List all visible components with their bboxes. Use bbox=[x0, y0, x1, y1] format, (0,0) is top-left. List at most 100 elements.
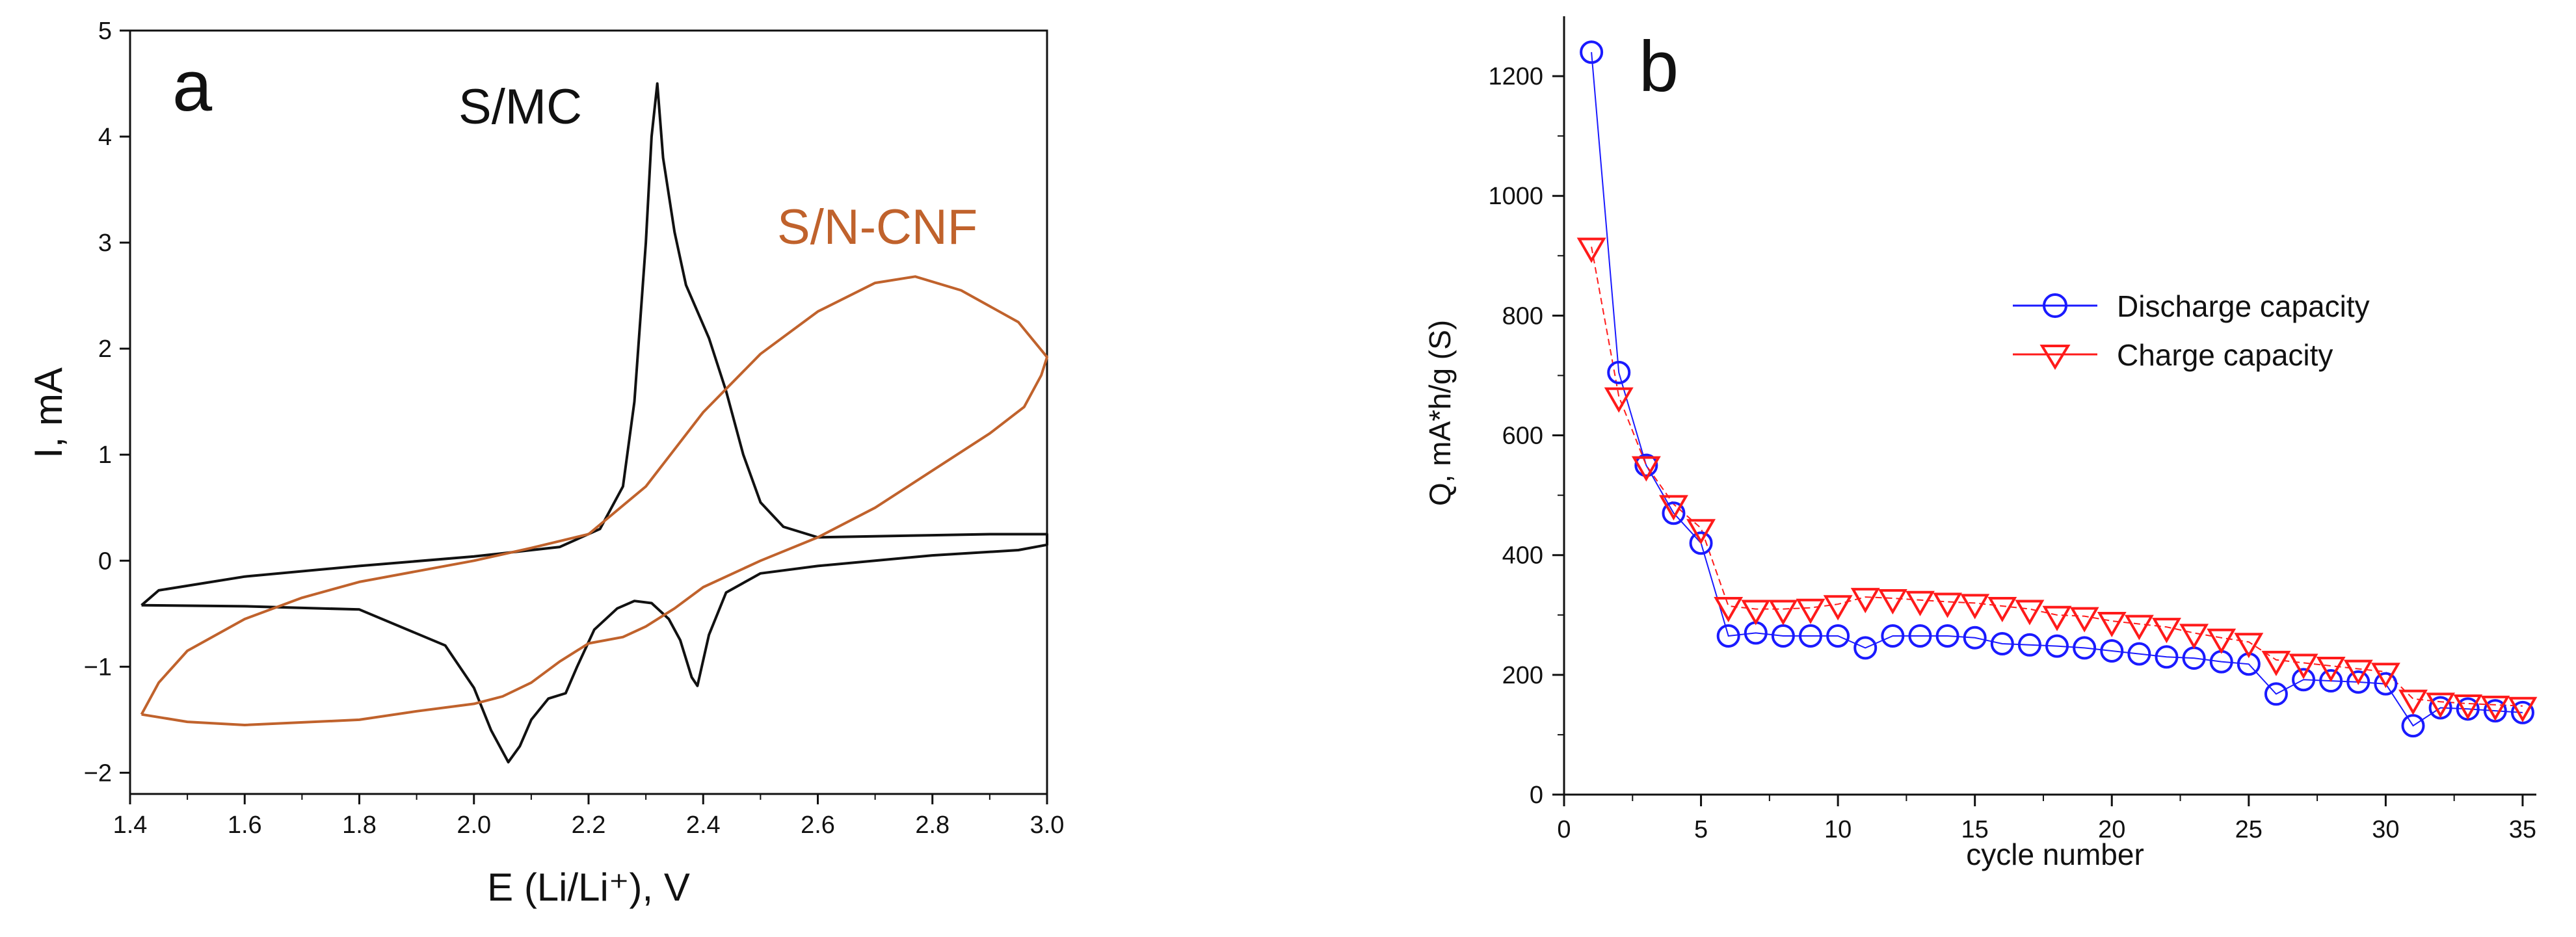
point-discharge bbox=[1935, 624, 1959, 648]
panel-b-x-tick-label: 20 bbox=[2098, 816, 2125, 843]
panel-a-x-tick-label: 2.4 bbox=[686, 812, 721, 839]
point-discharge bbox=[1744, 621, 1768, 645]
panel-b-y-tick-label: 0 bbox=[1530, 782, 1543, 809]
point-charge bbox=[2508, 696, 2538, 722]
panel-b-legend: Discharge capacity Charge capacity bbox=[2013, 289, 2370, 372]
panel-a-plot-frame bbox=[129, 29, 1048, 795]
panel-b-x-tick-label: 10 bbox=[1824, 816, 1852, 843]
point-charge bbox=[2015, 600, 2045, 626]
point-charge bbox=[2316, 657, 2346, 683]
point-charge bbox=[2042, 605, 2072, 631]
point-charge bbox=[2480, 695, 2510, 721]
point-discharge bbox=[1881, 624, 1905, 648]
point-charge bbox=[1987, 596, 2017, 622]
legend-marker-charge bbox=[2039, 345, 2071, 370]
point-charge bbox=[2207, 628, 2237, 654]
panel-a-x-tick-label: 1.4 bbox=[113, 812, 148, 839]
panel-a-y-tick-label: 2 bbox=[98, 336, 112, 363]
point-charge bbox=[2234, 633, 2264, 659]
point-charge bbox=[1658, 495, 1688, 521]
point-charge bbox=[2453, 694, 2483, 720]
point-charge bbox=[1741, 600, 1771, 626]
series-sncnf-curve bbox=[140, 275, 1048, 726]
panel-b-y-tick-label: 1000 bbox=[1488, 183, 1543, 210]
point-discharge bbox=[1689, 531, 1713, 555]
series-smc-curve bbox=[140, 82, 1048, 764]
panel-a-x-tick-label: 3.0 bbox=[1030, 812, 1065, 839]
point-charge bbox=[1714, 596, 1744, 622]
point-discharge bbox=[1607, 360, 1631, 384]
point-charge bbox=[1576, 237, 1606, 263]
legend-label-charge: Charge capacity bbox=[2117, 338, 2333, 372]
point-discharge bbox=[2100, 639, 2124, 663]
legend-marker-discharge bbox=[2043, 293, 2067, 318]
point-discharge bbox=[1908, 624, 1932, 648]
series-label-smc: S/MC bbox=[458, 79, 582, 135]
panel-a-y-axis-title: I, mA bbox=[27, 367, 70, 458]
point-charge bbox=[2370, 663, 2400, 689]
point-charge bbox=[1686, 519, 1716, 545]
point-charge bbox=[2069, 607, 2099, 633]
panel-a-x-tick-label: 2.0 bbox=[457, 812, 491, 839]
panel-a-x-tick-label: 2.6 bbox=[801, 812, 835, 839]
legend-label-discharge: Discharge capacity bbox=[2117, 289, 2370, 323]
point-discharge bbox=[2319, 669, 2343, 693]
panel-a-letter: a bbox=[172, 46, 213, 126]
panel-a-x-axis-title: E (Li/Li⁺), V bbox=[487, 865, 690, 909]
point-charge bbox=[2343, 659, 2373, 685]
point-discharge bbox=[2017, 633, 2041, 657]
point-discharge bbox=[1634, 453, 1658, 477]
point-discharge bbox=[1716, 624, 1740, 648]
panel-b-x-tick-label: 30 bbox=[2372, 816, 2399, 843]
point-charge bbox=[1960, 594, 1990, 620]
panel-a-y-tick-label: 4 bbox=[98, 124, 112, 151]
panel-b-ticks: 0 5 10 15 20 25 30 35 0 200 400 600 800 1000 1200 bbox=[1488, 63, 2536, 843]
panel-a-x-tick-label: 1.6 bbox=[228, 812, 262, 839]
panel-b-y-tick-label: 200 bbox=[1502, 662, 1543, 689]
panel-a-ticks: 1.4 1.6 1.8 2.0 2.2 2.4 2.6 2.8 3.0 −2 −1 0 1 2 3 4 5 bbox=[84, 18, 1065, 839]
point-discharge bbox=[2374, 672, 2398, 696]
panel-b-x-tick-label: 15 bbox=[1961, 816, 1989, 843]
point-charge bbox=[1878, 588, 1907, 614]
point-discharge bbox=[2209, 650, 2233, 674]
point-discharge bbox=[2073, 636, 2097, 660]
panel-a-y-tick-label: 5 bbox=[98, 18, 112, 45]
panel-b-x-tick-label: 5 bbox=[1694, 816, 1708, 843]
point-charge bbox=[2426, 693, 2456, 719]
point-charge bbox=[2097, 611, 2127, 637]
panel-b-y-tick-label: 800 bbox=[1502, 302, 1543, 330]
panel-a-y-tick-label: 3 bbox=[98, 230, 112, 257]
point-discharge bbox=[1963, 626, 1987, 650]
point-charge bbox=[2398, 689, 2428, 715]
panel-b-y-tick-label: 600 bbox=[1502, 423, 1543, 450]
point-discharge bbox=[1662, 501, 1686, 525]
point-charge bbox=[1604, 387, 1634, 413]
point-charge bbox=[2261, 650, 2291, 676]
panel-b-y-tick-label: 400 bbox=[1502, 542, 1543, 570]
panel-a-x-tick-label: 1.8 bbox=[342, 812, 377, 839]
point-discharge bbox=[1990, 631, 2014, 655]
point-discharge bbox=[2483, 699, 2507, 723]
point-discharge bbox=[2182, 646, 2206, 670]
point-charge bbox=[2152, 618, 2181, 644]
point-charge bbox=[2289, 653, 2318, 680]
point-discharge bbox=[1826, 624, 1850, 648]
panel-b-series bbox=[1576, 40, 2538, 738]
panel-a-y-tick-label: 0 bbox=[98, 548, 112, 575]
panel-b-x-tick-label: 0 bbox=[1557, 816, 1571, 843]
panel-a-x-tick-label: 2.8 bbox=[915, 812, 949, 839]
point-discharge bbox=[1853, 636, 1878, 660]
point-charge bbox=[1796, 598, 1826, 624]
point-discharge bbox=[1580, 40, 1604, 64]
point-charge bbox=[1631, 456, 1661, 482]
point-discharge bbox=[2346, 670, 2370, 694]
point-charge bbox=[1905, 590, 1935, 616]
panel-a-curves bbox=[140, 82, 1048, 764]
panel-a-x-tick-label: 2.2 bbox=[572, 812, 606, 839]
panel-b-letter: b bbox=[1639, 27, 1679, 107]
point-discharge bbox=[2045, 634, 2069, 658]
panel-b-y-axis-title: Q, mA*h/g (S) bbox=[1423, 320, 1457, 506]
point-charge bbox=[2124, 614, 2154, 640]
point-charge bbox=[1823, 595, 1853, 621]
